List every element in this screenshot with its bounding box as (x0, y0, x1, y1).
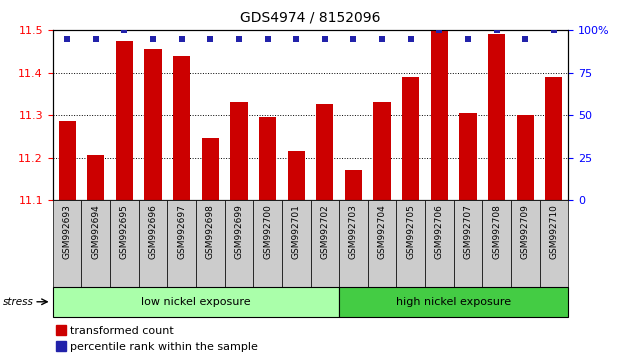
Point (406, 36, 415, 41)
Bar (58, 121, 76, 200)
FancyBboxPatch shape (339, 200, 368, 287)
Text: GSM992702: GSM992702 (320, 204, 329, 259)
Text: low nickel exposure: low nickel exposure (141, 297, 251, 307)
FancyBboxPatch shape (540, 200, 568, 287)
Bar (431, 30, 448, 200)
Point (119, 27, 129, 33)
FancyBboxPatch shape (138, 200, 167, 287)
Point (520, 36, 530, 41)
Text: GSM992710: GSM992710 (550, 204, 558, 259)
Text: stress: stress (3, 297, 34, 307)
Text: GSM992707: GSM992707 (463, 204, 473, 259)
Bar (460, 113, 476, 200)
FancyBboxPatch shape (454, 200, 483, 287)
FancyBboxPatch shape (511, 200, 540, 287)
Point (234, 36, 244, 41)
Bar (116, 41, 133, 200)
Text: GSM992706: GSM992706 (435, 204, 444, 259)
Bar (173, 56, 190, 200)
FancyBboxPatch shape (425, 200, 454, 287)
Text: GSM992699: GSM992699 (234, 204, 243, 259)
Point (435, 27, 445, 33)
Point (291, 36, 301, 41)
Text: GSM992708: GSM992708 (492, 204, 501, 259)
Text: GSM992696: GSM992696 (148, 204, 158, 259)
Bar (145, 49, 161, 200)
FancyBboxPatch shape (253, 200, 282, 287)
Text: GSM992700: GSM992700 (263, 204, 272, 259)
Text: GSM992705: GSM992705 (406, 204, 415, 259)
Bar (230, 102, 248, 200)
Bar (373, 102, 391, 200)
Bar (87, 155, 104, 200)
Bar (202, 138, 219, 200)
Text: GDS4974 / 8152096: GDS4974 / 8152096 (240, 11, 381, 25)
FancyBboxPatch shape (483, 200, 511, 287)
Point (549, 27, 559, 33)
Point (463, 36, 473, 41)
Text: GSM992694: GSM992694 (91, 204, 100, 259)
Point (177, 36, 187, 41)
Text: GSM992697: GSM992697 (177, 204, 186, 259)
FancyBboxPatch shape (81, 200, 110, 287)
Bar (488, 34, 505, 200)
Point (148, 36, 158, 41)
Text: transformed count: transformed count (70, 326, 173, 336)
Bar (402, 77, 419, 200)
Text: GSM992709: GSM992709 (521, 204, 530, 259)
FancyBboxPatch shape (396, 200, 425, 287)
FancyBboxPatch shape (310, 200, 339, 287)
Text: GSM992704: GSM992704 (378, 204, 387, 259)
Point (206, 36, 215, 41)
Point (348, 36, 358, 41)
FancyBboxPatch shape (282, 200, 310, 287)
Point (320, 36, 330, 41)
Text: GSM992693: GSM992693 (63, 204, 71, 259)
Bar (316, 104, 333, 200)
Point (377, 36, 387, 41)
Text: GSM992698: GSM992698 (206, 204, 215, 259)
Text: GSM992695: GSM992695 (120, 204, 129, 259)
Bar (517, 115, 534, 200)
Bar (259, 117, 276, 200)
FancyBboxPatch shape (225, 200, 253, 287)
Point (263, 36, 273, 41)
FancyBboxPatch shape (368, 200, 396, 287)
Text: GSM992701: GSM992701 (292, 204, 301, 259)
FancyBboxPatch shape (196, 200, 225, 287)
FancyBboxPatch shape (110, 200, 138, 287)
Text: GSM992703: GSM992703 (349, 204, 358, 259)
Bar (345, 170, 362, 200)
Text: percentile rank within the sample: percentile rank within the sample (70, 342, 258, 352)
Point (492, 27, 502, 33)
Text: high nickel exposure: high nickel exposure (396, 297, 511, 307)
Point (62, 36, 72, 41)
Bar (545, 77, 563, 200)
FancyBboxPatch shape (167, 200, 196, 287)
Bar (288, 151, 305, 200)
Point (91, 36, 101, 41)
FancyBboxPatch shape (53, 200, 81, 287)
